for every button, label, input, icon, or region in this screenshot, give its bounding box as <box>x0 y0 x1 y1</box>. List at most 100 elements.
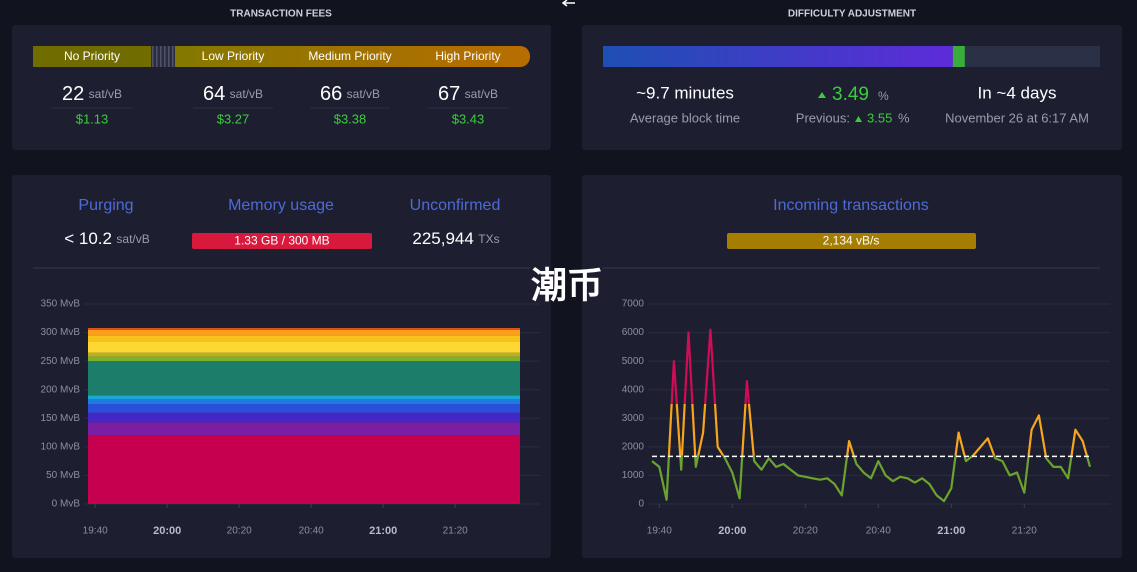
x-tick-label: 21:00 <box>369 525 397 537</box>
purging: < 10.2 sat/vB <box>64 229 150 248</box>
y-tick-label: 2000 <box>622 441 645 452</box>
area <box>88 412 520 423</box>
change: 3.49 <box>832 84 869 105</box>
difficulty-progress <box>603 46 953 67</box>
memory-label: Memory usage <box>228 197 334 214</box>
purging-unit: sat/vB <box>116 232 149 246</box>
area <box>88 361 520 396</box>
priority-label: Low Priority <box>202 49 265 63</box>
x-tick-label: 20:20 <box>793 526 818 537</box>
y-tick-label: 350 MvB <box>41 299 81 310</box>
area <box>88 328 520 330</box>
change-unit: % <box>878 89 889 103</box>
y-tick-label: 0 MvB <box>52 499 81 510</box>
fee-bar <box>175 46 530 67</box>
y-tick-label: 7000 <box>622 299 645 310</box>
fee-rate-value: 64 <box>203 83 225 105</box>
memory-value: 1.33 GB / 300 MB <box>234 234 329 248</box>
y-tick-label: 300 MvB <box>41 327 81 338</box>
previous-unit: % <box>898 110 910 125</box>
fee-usd: $1.13 <box>76 111 109 126</box>
fee-usd: $3.27 <box>217 111 250 126</box>
y-tick-label: 50 MvB <box>46 470 80 481</box>
memory-bar <box>192 233 372 249</box>
difficulty-progress <box>952 46 965 67</box>
fee-rate: 64 sat/vB <box>203 83 263 105</box>
fee-rate-value: 66 <box>320 83 342 105</box>
x-tick-label: 19:40 <box>647 526 672 537</box>
fees-title: TRANSACTION FEES <box>230 9 332 20</box>
y-tick-label: 0 <box>638 499 644 510</box>
x-tick-label: 20:20 <box>227 526 252 537</box>
difficulty-title: DIFFICULTY ADJUSTMENT <box>788 9 916 20</box>
block-time-label: Average block time <box>630 110 740 125</box>
fee-gap <box>151 46 175 67</box>
area <box>88 435 520 504</box>
fee-rate-unit: sat/vB <box>347 87 380 101</box>
fee-rate-unit: sat/vB <box>230 87 263 101</box>
y-tick-label: 150 MvB <box>41 413 81 424</box>
unconfirmed-value: 225,944 <box>412 229 473 248</box>
eta-date: November 26 at 6:17 AM <box>945 110 1089 125</box>
unconfirmed: 225,944 TXs <box>412 229 499 248</box>
back-arrow[interactable] <box>561 0 575 7</box>
fee-bar-edge <box>175 46 195 67</box>
up-arrow <box>855 116 862 122</box>
area <box>88 352 520 357</box>
y-tick-label: 4000 <box>622 384 645 395</box>
x-tick-label: 20:40 <box>866 526 891 537</box>
area <box>88 404 520 413</box>
fee-rate-unit: sat/vB <box>465 87 498 101</box>
x-tick-label: 21:00 <box>937 525 965 537</box>
fee-rate-value: 67 <box>438 83 460 105</box>
fee-usd: $3.38 <box>334 111 367 126</box>
previous-label: Previous: <box>796 110 850 125</box>
purging-value: < 10.2 <box>64 229 112 248</box>
no-priority-bar <box>33 46 151 67</box>
incoming-value: 2,134 vB/s <box>823 234 880 248</box>
charts: 0 MvB 50 MvB 100 MvB 150 MvB 200 MvB 250 MvB 3… <box>41 299 1110 537</box>
x-tick-label: 20:40 <box>299 526 324 537</box>
fee-rate-value: 22 <box>62 83 84 105</box>
area <box>88 422 520 436</box>
watermark: 潮币 <box>531 265 603 306</box>
fee-rate: 66 sat/vB <box>320 83 380 105</box>
y-tick-label: 250 MvB <box>41 356 81 367</box>
eta: In ~4 days <box>978 83 1057 102</box>
up-arrow <box>818 92 826 98</box>
area <box>88 399 520 404</box>
area <box>88 395 520 400</box>
x-tick-label: 19:40 <box>83 526 108 537</box>
incoming-bar <box>727 233 976 249</box>
priority-label: Medium Priority <box>308 49 391 63</box>
line <box>651 328 1092 503</box>
fee-usd: $3.43 <box>452 111 485 126</box>
unconfirmed-label: Unconfirmed <box>410 197 501 214</box>
priority-label: High Priority <box>435 49 500 63</box>
area <box>88 356 520 362</box>
previous: 3.55 <box>867 110 892 125</box>
x-tick-label: 21:20 <box>1012 526 1037 537</box>
x-tick-label: 20:00 <box>718 525 746 537</box>
x-tick-label: 20:00 <box>153 525 181 537</box>
y-tick-label: 6000 <box>622 327 645 338</box>
block-time: ~9.7 minutes <box>636 83 734 102</box>
y-tick-label: 200 MvB <box>41 384 81 395</box>
area <box>88 335 520 342</box>
priority-label: No Priority <box>64 49 120 63</box>
fee-rate: 22 sat/vB <box>62 83 122 105</box>
fee-rate-unit: sat/vB <box>89 87 122 101</box>
y-tick-label: 3000 <box>622 413 645 424</box>
unconfirmed-unit: TXs <box>478 232 499 246</box>
area <box>88 329 520 336</box>
incoming-card <box>582 175 1122 558</box>
fee-rate: 67 sat/vB <box>438 83 498 105</box>
purging-label: Purging <box>78 197 133 214</box>
y-tick-label: 5000 <box>622 356 645 367</box>
y-tick-label: 1000 <box>622 470 645 481</box>
x-tick-label: 21:20 <box>443 526 468 537</box>
y-tick-label: 100 MvB <box>41 441 81 452</box>
incoming-label: Incoming transactions <box>773 197 929 214</box>
